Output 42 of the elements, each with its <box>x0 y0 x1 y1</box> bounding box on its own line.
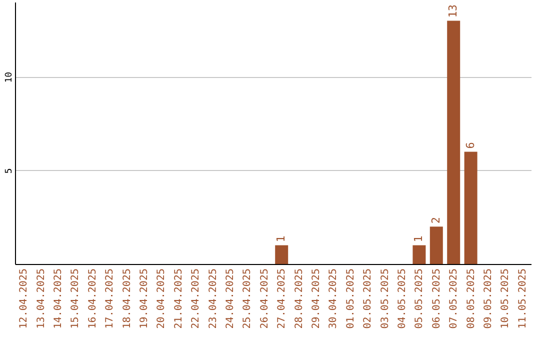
x-tick-label: 05.05.2025 <box>414 268 426 329</box>
x-tick-label: 22.04.2025 <box>190 268 202 329</box>
x-tick-label: 16.04.2025 <box>87 268 98 329</box>
bar <box>447 20 460 264</box>
x-tick-label: 25.04.2025 <box>242 268 254 329</box>
x-tick-label: 29.04.2025 <box>311 268 322 329</box>
x-tick-label: 13.04.2025 <box>36 268 47 329</box>
bar <box>275 245 288 264</box>
x-tick-label: 10.05.2025 <box>500 268 512 329</box>
bar <box>430 226 443 264</box>
data-label: 2 <box>429 216 442 224</box>
x-tick-label: 28.04.2025 <box>294 268 305 329</box>
x-tick-label: 11.05.2025 <box>517 268 528 329</box>
x-tick-label: 09.05.2025 <box>483 268 494 329</box>
y-tick-label: 5 <box>4 168 14 174</box>
x-tick-label: 06.05.2025 <box>431 268 442 329</box>
bar <box>412 245 426 264</box>
data-label: 6 <box>464 142 477 149</box>
x-tick-label: 02.05.2025 <box>362 268 374 329</box>
x-tick-label: 26.04.2025 <box>259 268 270 329</box>
bar <box>464 152 478 264</box>
data-label: 1 <box>274 236 288 242</box>
x-tick-label: 04.05.2025 <box>397 268 408 329</box>
x-tick-label: 12.04.2025 <box>18 268 30 329</box>
x-tick-label: 19.04.2025 <box>139 268 150 329</box>
x-tick-label: 21.04.2025 <box>173 268 184 329</box>
x-tick-label: 24.04.2025 <box>225 268 236 329</box>
x-tick-label: 14.04.2025 <box>53 268 64 329</box>
x-tick-label: 08.05.2025 <box>466 268 477 329</box>
data-label: 13 <box>446 4 460 18</box>
x-tick-label: 07.05.2025 <box>448 268 460 329</box>
x-tick-label: 17.04.2025 <box>104 268 116 329</box>
x-tick-label: 03.05.2025 <box>380 268 391 329</box>
x-tick-label: 23.04.2025 <box>208 268 219 329</box>
x-tick-label: 30.04.2025 <box>328 268 340 329</box>
x-tick-label: 15.04.2025 <box>70 268 82 329</box>
x-tick-label: 01.05.2025 <box>345 268 356 329</box>
data-label: 1 <box>412 236 426 242</box>
x-tick-label: 27.04.2025 <box>276 268 288 329</box>
x-tick-label: 20.04.2025 <box>156 268 168 329</box>
y-tick-label: 10 <box>4 72 14 83</box>
x-tick-label: 18.04.2025 <box>122 268 133 329</box>
